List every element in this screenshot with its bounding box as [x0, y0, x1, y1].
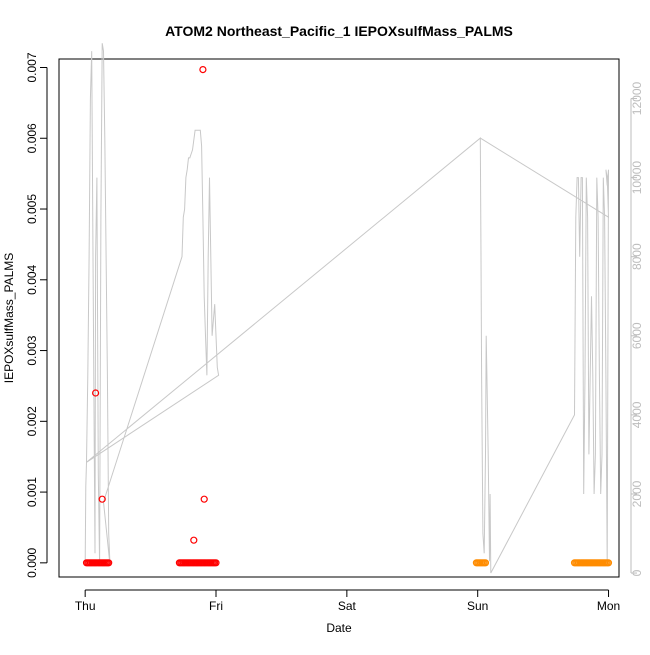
data-point: [190, 536, 198, 544]
y2-tick-label: 2000: [630, 480, 644, 507]
x-tick-label: Sat: [338, 599, 357, 613]
y2-tick-label: 6000: [630, 322, 644, 349]
x-tick-label: Fri: [209, 599, 223, 613]
plot-marks: [82, 43, 613, 574]
y-tick-label: 0.002: [25, 406, 39, 436]
data-point: [199, 65, 207, 74]
data-point: [105, 559, 113, 567]
data-point: [481, 559, 490, 567]
x-tick-label: Thu: [75, 599, 96, 613]
data-point: [91, 389, 100, 397]
y-tick-label: 0.005: [25, 194, 39, 224]
y-axis-label: IEPOXsulfMass_PALMS: [2, 253, 16, 384]
y-tick-label: 0.007: [25, 52, 39, 82]
x-tick-label: Sun: [467, 599, 488, 613]
y2-tick-label: 8000: [630, 243, 644, 270]
x-axis-label: Date: [326, 621, 352, 635]
data-point: [200, 495, 208, 503]
plot-frame: [58, 58, 620, 578]
data-point: [212, 559, 220, 567]
y2-tick-label: 4000: [630, 401, 644, 428]
y-tick-label: 0.001: [25, 477, 39, 507]
y-tick-label: 0.003: [25, 335, 39, 365]
data-point: [98, 495, 106, 503]
altitude-line: [84, 43, 610, 574]
data-point: [604, 559, 613, 567]
y-tick-label: 0.006: [25, 123, 39, 153]
chart-title: ATOM2 Northeast_Pacific_1 IEPOXsulfMass_…: [165, 23, 513, 39]
y2-tick-label: 10000: [630, 161, 644, 195]
y2-tick-label: 0: [630, 569, 644, 576]
y-tick-label: 0.004: [25, 264, 39, 294]
x-tick-label: Mon: [597, 599, 620, 613]
y-tick-label: 0.000: [25, 547, 39, 577]
y2-tick-label: 12000: [630, 81, 644, 115]
axes: Thu Fri Sat Sun Mon 0.000 0.001 0.002 0.003 0.004…: [25, 52, 644, 613]
